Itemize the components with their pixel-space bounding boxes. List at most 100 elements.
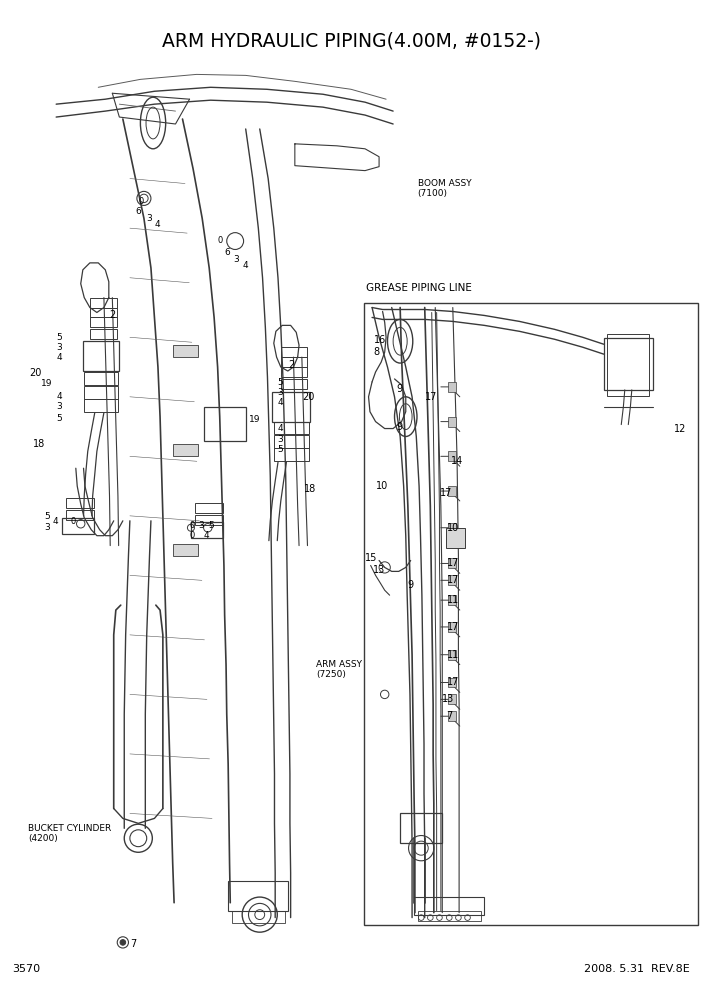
- Text: 2008. 5.31  REV.8E: 2008. 5.31 REV.8E: [583, 964, 689, 974]
- Text: 19: 19: [249, 415, 260, 425]
- Bar: [281, 357, 307, 367]
- Bar: [83, 341, 119, 371]
- Text: 3570: 3570: [13, 964, 41, 974]
- Bar: [90, 317, 117, 327]
- Bar: [448, 595, 456, 605]
- Text: 3: 3: [277, 388, 283, 398]
- Bar: [195, 515, 223, 525]
- Text: 3: 3: [56, 342, 62, 352]
- Bar: [84, 372, 118, 385]
- Text: 9: 9: [397, 384, 403, 394]
- Bar: [448, 523, 456, 533]
- Bar: [448, 711, 456, 721]
- Bar: [274, 435, 309, 448]
- Text: 3: 3: [56, 402, 62, 412]
- Text: 20: 20: [29, 368, 42, 378]
- Text: 2: 2: [109, 310, 115, 320]
- Text: 14: 14: [451, 456, 463, 466]
- Text: 4: 4: [204, 531, 209, 541]
- Text: 4: 4: [53, 517, 58, 527]
- Text: 3: 3: [146, 213, 152, 223]
- Text: 3: 3: [234, 255, 239, 265]
- Text: 3: 3: [199, 521, 204, 531]
- Bar: [84, 399, 118, 412]
- Bar: [195, 503, 223, 513]
- Text: 17: 17: [446, 575, 459, 585]
- Text: 18: 18: [33, 439, 45, 449]
- Bar: [400, 813, 442, 843]
- Text: 6: 6: [135, 206, 141, 216]
- Text: 7: 7: [130, 939, 136, 949]
- Text: ARM ASSY
(7250): ARM ASSY (7250): [316, 660, 362, 680]
- Bar: [84, 386, 118, 399]
- Bar: [448, 558, 456, 568]
- Bar: [281, 347, 307, 357]
- Bar: [281, 367, 307, 377]
- Bar: [90, 298, 117, 308]
- Text: 4: 4: [56, 352, 62, 362]
- Bar: [173, 444, 198, 456]
- Bar: [90, 308, 117, 317]
- Text: 17: 17: [446, 622, 459, 632]
- Bar: [90, 329, 117, 339]
- Bar: [448, 622, 456, 632]
- Bar: [448, 575, 456, 585]
- Bar: [448, 694, 456, 704]
- Text: 17: 17: [446, 678, 459, 687]
- Bar: [191, 522, 223, 538]
- Bar: [418, 911, 481, 921]
- Bar: [274, 422, 309, 434]
- Bar: [173, 345, 198, 357]
- Text: 15: 15: [365, 554, 378, 563]
- Text: 17: 17: [440, 488, 453, 498]
- Bar: [448, 678, 456, 687]
- Text: GREASE PIPING LINE: GREASE PIPING LINE: [366, 283, 472, 293]
- Bar: [446, 528, 465, 548]
- Bar: [62, 518, 94, 534]
- Text: 5: 5: [277, 378, 283, 388]
- Text: 19: 19: [41, 379, 52, 389]
- Bar: [448, 417, 456, 427]
- Text: 4: 4: [56, 392, 62, 402]
- Text: 20: 20: [302, 392, 314, 402]
- Bar: [448, 650, 456, 660]
- Text: 12: 12: [674, 424, 687, 434]
- Ellipse shape: [120, 939, 126, 945]
- Text: 5: 5: [277, 444, 283, 454]
- Text: 16: 16: [373, 335, 385, 345]
- Bar: [448, 451, 456, 461]
- Bar: [228, 881, 288, 911]
- Bar: [607, 334, 649, 396]
- Text: 5: 5: [56, 332, 62, 342]
- Text: 9: 9: [407, 580, 413, 590]
- Text: ARM HYDRAULIC PIPING(4.00M, #0152-): ARM HYDRAULIC PIPING(4.00M, #0152-): [161, 32, 541, 51]
- Text: 10: 10: [376, 481, 388, 491]
- Text: 3: 3: [44, 523, 50, 533]
- Bar: [272, 392, 310, 422]
- Bar: [448, 382, 456, 392]
- Text: 5: 5: [56, 414, 62, 424]
- Text: 4: 4: [277, 424, 283, 434]
- Bar: [604, 338, 653, 390]
- Bar: [232, 911, 285, 923]
- Bar: [414, 897, 484, 915]
- Text: 0: 0: [190, 531, 194, 541]
- Text: 17: 17: [446, 558, 459, 568]
- Bar: [204, 407, 246, 441]
- Bar: [364, 303, 698, 925]
- Bar: [281, 379, 307, 389]
- Bar: [66, 510, 94, 520]
- Text: BOOM ASSY
(7100): BOOM ASSY (7100): [418, 179, 471, 198]
- Bar: [448, 486, 456, 496]
- Text: 3: 3: [277, 434, 283, 444]
- Text: 0: 0: [190, 521, 194, 531]
- Text: 11: 11: [446, 595, 458, 605]
- Text: 10: 10: [446, 523, 458, 533]
- Text: 7: 7: [446, 711, 453, 721]
- Text: 17: 17: [425, 392, 437, 402]
- Text: 6: 6: [225, 248, 230, 258]
- Text: 18: 18: [304, 484, 316, 494]
- Text: 5: 5: [208, 521, 213, 531]
- Text: 0: 0: [139, 196, 144, 206]
- Text: 0: 0: [70, 517, 75, 527]
